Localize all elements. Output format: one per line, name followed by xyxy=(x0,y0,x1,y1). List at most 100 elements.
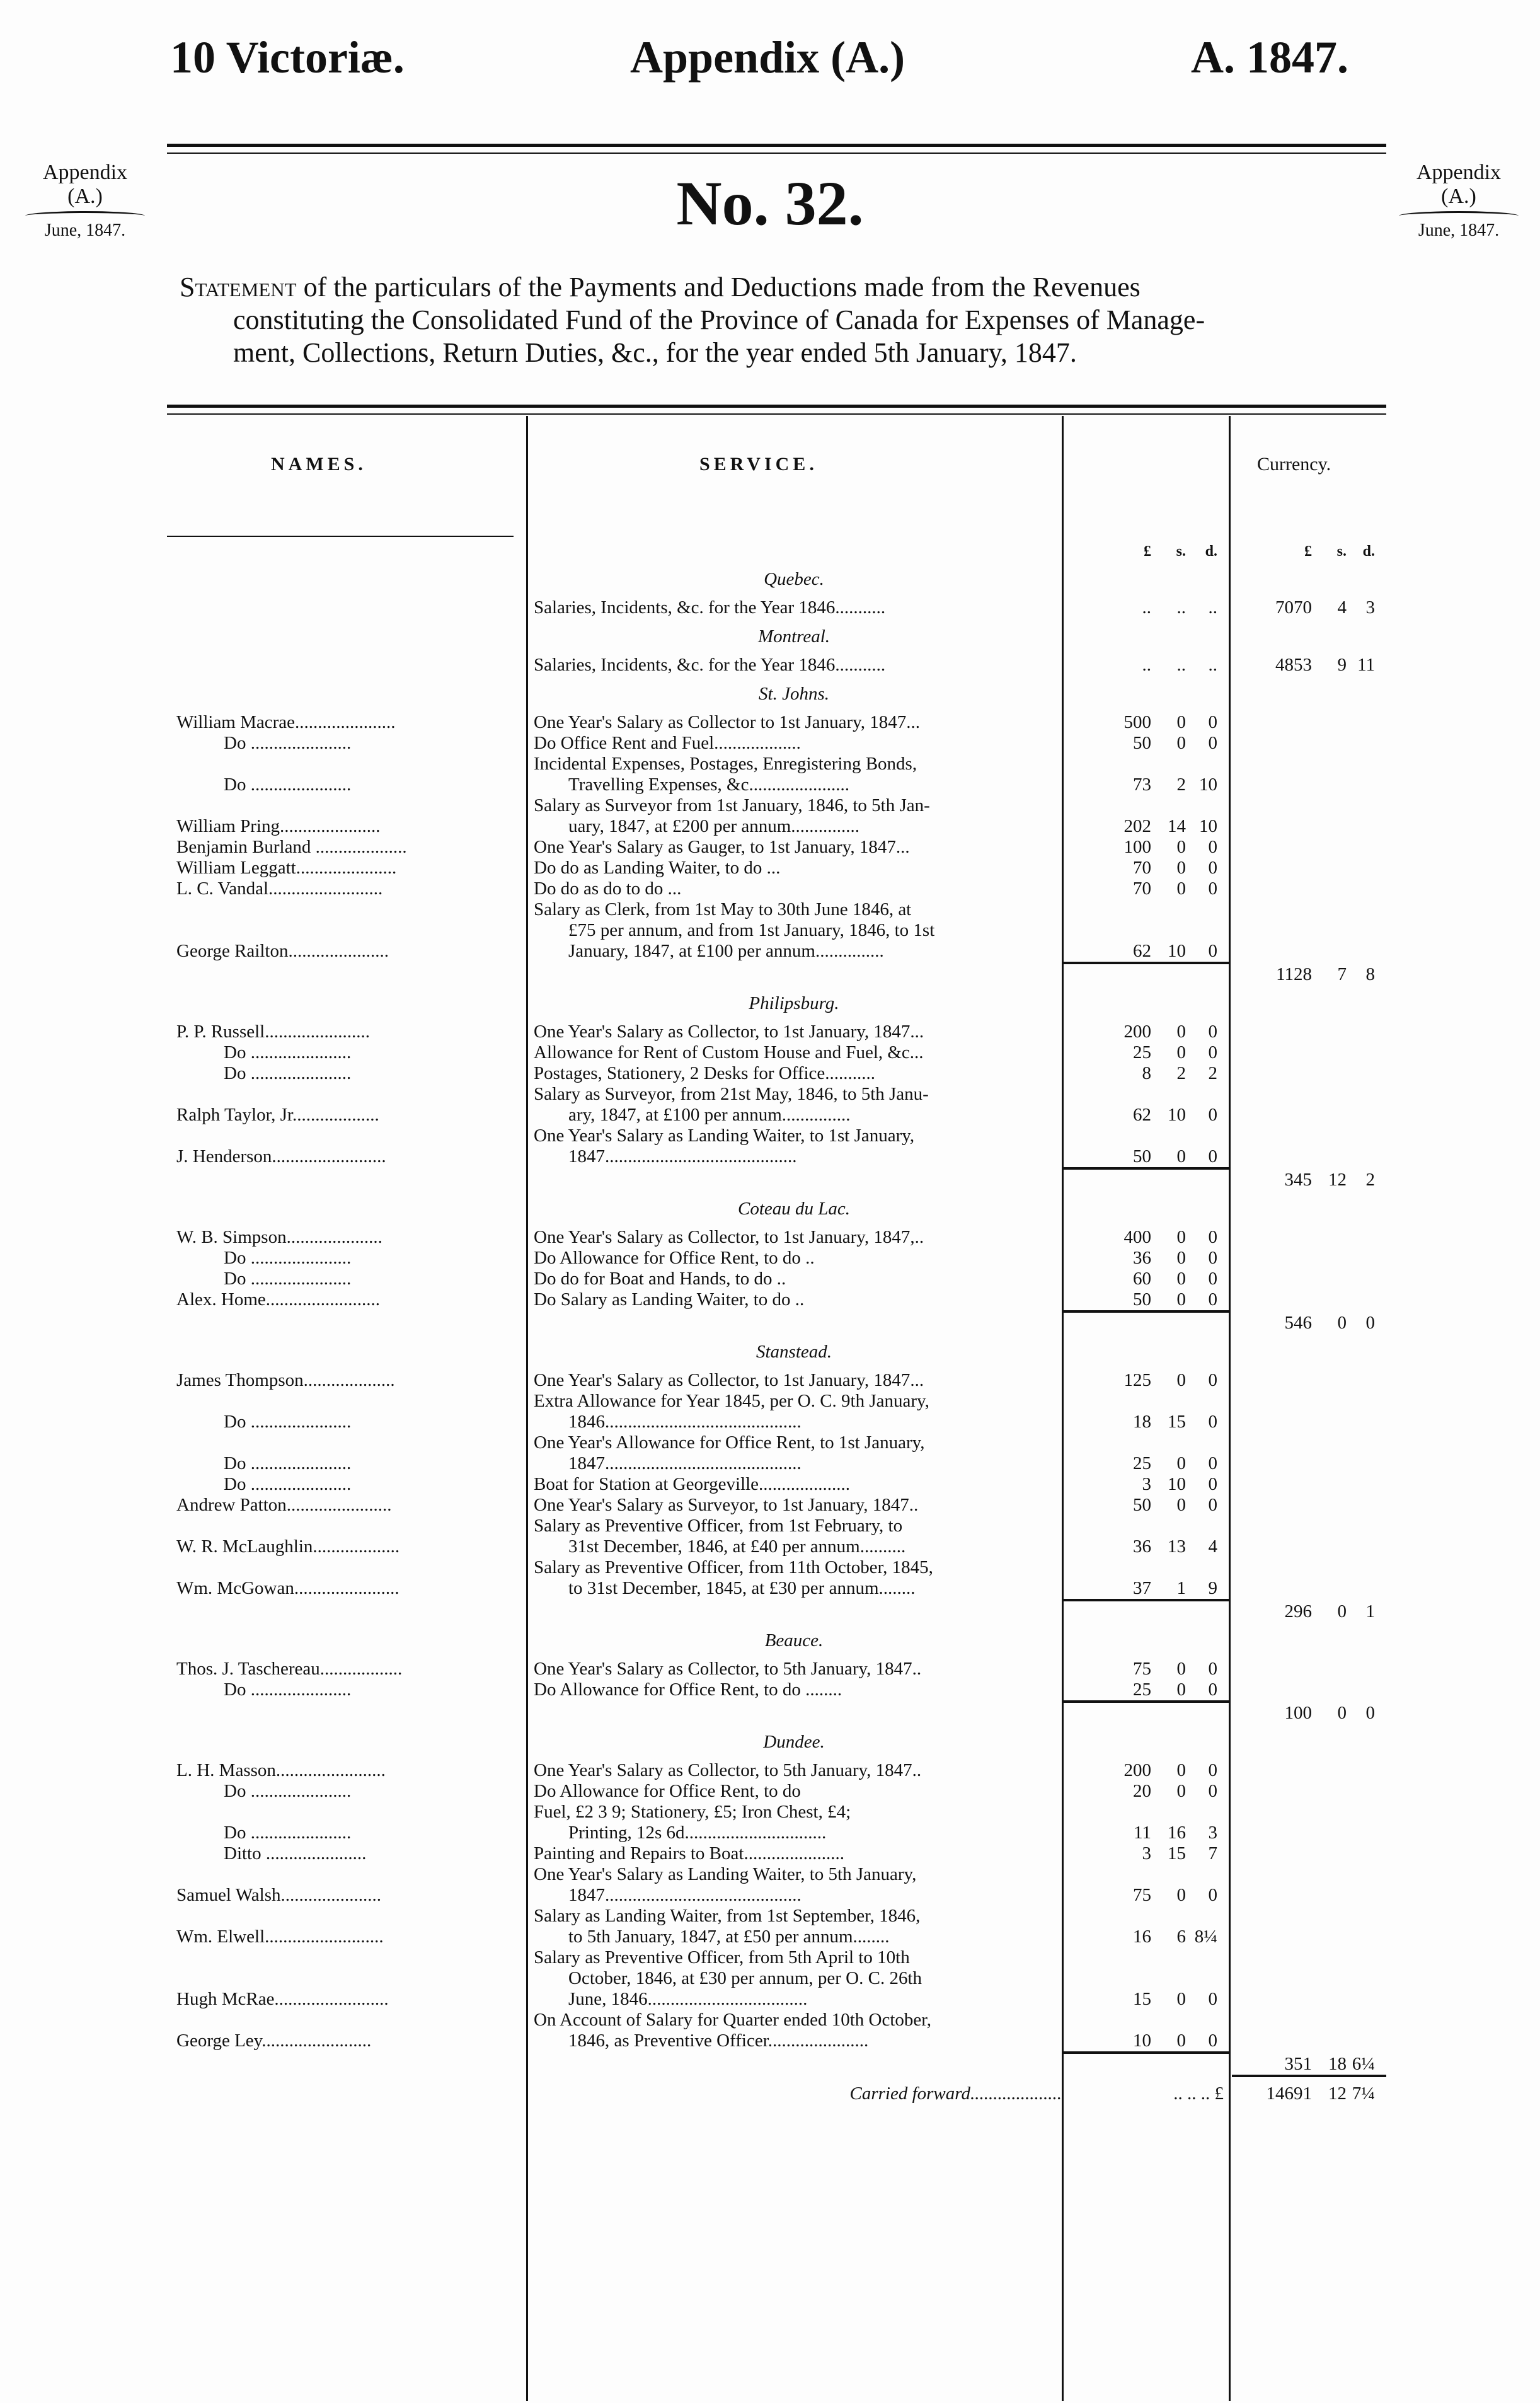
table-row: Ditto ...................... Painting and… xyxy=(176,1843,1386,1864)
section-subtotal-part: 100 xyxy=(1284,1703,1313,1723)
appendix-header: Appendix (A.) xyxy=(630,32,905,83)
table-row: George Ley........................ On Acc… xyxy=(176,2010,1386,2051)
amount-part: 0 xyxy=(1176,1885,1187,1905)
service-description: Salary as Clerk, from 1st May to 30th Ju… xyxy=(526,899,1062,962)
table-row: W. B. Simpson..................... One Ye… xyxy=(176,1227,1386,1248)
amount-part: 25 xyxy=(1133,1042,1151,1063)
amount-part: 1 xyxy=(1176,1578,1187,1598)
table-row: Do ...................... Fuel, £2 3 9; S… xyxy=(176,1802,1386,1843)
amount-part: 0 xyxy=(1208,712,1218,732)
table-row: Do ...................... Do Allowance fo… xyxy=(176,1248,1386,1269)
currency-units-part: s. xyxy=(1336,543,1347,560)
amount: 3 10 0 xyxy=(1062,1474,1229,1495)
service-description: Salary as Surveyor, from 21st May, 1846,… xyxy=(526,1084,1062,1126)
amount-part: 500 xyxy=(1123,712,1152,732)
section-subtotal-part: 2 xyxy=(1365,1170,1376,1190)
payee-name: Andrew Patton....................... xyxy=(176,1495,392,1515)
statement-table: £ s. d. £ s. d. Quebec. Salaries, Incidents, &c… xyxy=(176,542,1386,2104)
service-line: Postages, Stationery, 2 Desks for Office… xyxy=(534,1063,876,1083)
amount: 125 0 0 xyxy=(1062,1370,1229,1391)
payee-name: Do ...................... xyxy=(224,1680,352,1700)
service-description: Incidental Expenses, Postages, Enregiste… xyxy=(526,754,1062,795)
service-line: £75 per annum, and from 1st January, 184… xyxy=(568,920,935,940)
amount-units-part: £ xyxy=(1144,543,1151,560)
names-header-rule xyxy=(167,536,514,537)
service-line: uary, 1847, at £200 per annum...........… xyxy=(568,816,860,836)
amount-part: 10 xyxy=(1133,2031,1151,2051)
amount-part: 70 xyxy=(1133,858,1151,878)
amount: 36 0 0 xyxy=(1062,1248,1229,1269)
amount-part: 36 xyxy=(1133,1248,1151,1268)
service-line: Do do for Boat and Hands, to do .. xyxy=(534,1269,786,1289)
margin-note-left: Appendix (A.) June, 1847. xyxy=(13,161,158,241)
carried-forward-label: Carried forward.................... xyxy=(849,2083,1062,2104)
amount: 25 0 0 xyxy=(1062,1042,1229,1063)
amount-part: 0 xyxy=(1208,1474,1218,1494)
amount-part: 3 xyxy=(1208,1823,1218,1843)
amount-part: 60 xyxy=(1133,1269,1151,1289)
amount: 15 0 0 xyxy=(1062,1989,1229,2010)
amount-part: .. xyxy=(1142,655,1152,675)
service-line: One Year's Salary as Surveyor, to 1st Ja… xyxy=(534,1495,919,1515)
subtotal-rule xyxy=(1062,962,1229,964)
amount-part: 0 xyxy=(1176,858,1187,878)
amount-part: 10 xyxy=(1199,816,1217,836)
amount-part: 2 xyxy=(1176,1063,1187,1083)
service-line: Salary as Surveyor, from 21st May, 1846,… xyxy=(534,1084,929,1104)
amount: 8 2 2 xyxy=(1062,1063,1229,1084)
subtotal-rule xyxy=(1062,2051,1229,2054)
amount: 18 15 0 xyxy=(1062,1412,1229,1432)
table-row: Ralph Taylor, Jr................... Salar… xyxy=(176,1084,1386,1126)
service-description: Do Salary as Landing Waiter, to do .. xyxy=(526,1289,1062,1310)
amount-part: 0 xyxy=(1176,733,1187,753)
service-column-header: SERVICE. xyxy=(699,454,818,475)
payee-name: George Railton...................... xyxy=(176,941,389,961)
service-line: Do Allowance for Office Rent, to do ....… xyxy=(534,1680,842,1700)
section-subtotal-part: 351 xyxy=(1284,2054,1313,2074)
service-description: Do Allowance for Office Rent, to do .. xyxy=(526,1248,1062,1269)
service-line: Do do as Landing Waiter, to do ... xyxy=(534,858,781,878)
table-row: Do ...................... Do do for Boat … xyxy=(176,1269,1386,1289)
units-row: £ s. d. £ s. d. xyxy=(176,542,1386,561)
amount: 62 10 0 xyxy=(1062,1105,1229,1126)
amount-part: 0 xyxy=(1208,1022,1218,1042)
amount-part: 0 xyxy=(1176,712,1187,732)
section-heading: Beauce. xyxy=(764,1630,824,1651)
document-number: No. 32. xyxy=(676,168,864,238)
section-heading: Coteau du Lac. xyxy=(737,1199,851,1219)
section-heading: Philipsburg. xyxy=(749,993,839,1013)
amount: 75 0 0 xyxy=(1062,1885,1229,1906)
margin-appendix: Appendix xyxy=(1416,161,1502,184)
table-row: Hugh McRae......................... Salar… xyxy=(176,1947,1386,2010)
statement-line: ment, Collections, Return Duties, &c., f… xyxy=(233,337,1077,368)
service-description: Do Allowance for Office Rent, to do xyxy=(526,1781,1062,1802)
payee-name: Samuel Walsh...................... xyxy=(176,1885,381,1905)
service-line: Salaries, Incidents, &c. for the Year 18… xyxy=(534,597,886,618)
service-description: One Year's Salary as Landing Waiter, to … xyxy=(526,1126,1062,1167)
table-row: George Railton...................... Sala… xyxy=(176,899,1386,962)
service-line: Do Office Rent and Fuel.................… xyxy=(534,733,801,753)
amount-part: 0 xyxy=(1208,1146,1218,1167)
service-description: Extra Allowance for Year 1845, per O. C.… xyxy=(526,1391,1062,1432)
amount: 62 10 0 xyxy=(1062,941,1229,962)
amount-part: 75 xyxy=(1133,1885,1151,1905)
service-line: June, 1846..............................… xyxy=(568,1989,808,2009)
service-description: One Year's Salary as Collector, to 1st J… xyxy=(526,1022,1062,1042)
service-line: One Year's Salary as Landing Waiter, to … xyxy=(534,1864,917,1884)
amount: 20 0 0 xyxy=(1062,1781,1229,1802)
amount: 202 14 10 xyxy=(1062,816,1229,837)
table-row: Wm. McGowan....................... Salary… xyxy=(176,1557,1386,1599)
currency-total-part: 9 xyxy=(1337,655,1347,675)
payee-name: Thos. J. Taschereau.................. xyxy=(176,1659,403,1679)
amount-part: 15 xyxy=(1168,1843,1186,1864)
amount: 200 0 0 xyxy=(1062,1022,1229,1042)
service-line: 1847....................................… xyxy=(568,1885,802,1905)
amount-part: 0 xyxy=(1208,1370,1218,1390)
service-description: Do do as do to do ... xyxy=(526,879,1062,899)
amount: 50 0 0 xyxy=(1062,733,1229,754)
currency-total-part: 4 xyxy=(1337,597,1347,618)
service-description: Do Office Rent and Fuel.................… xyxy=(526,733,1062,754)
service-description: Do do for Boat and Hands, to do .. xyxy=(526,1269,1062,1289)
service-line: 1847....................................… xyxy=(568,1146,797,1167)
table-row: P. P. Russell....................... One … xyxy=(176,1022,1386,1042)
